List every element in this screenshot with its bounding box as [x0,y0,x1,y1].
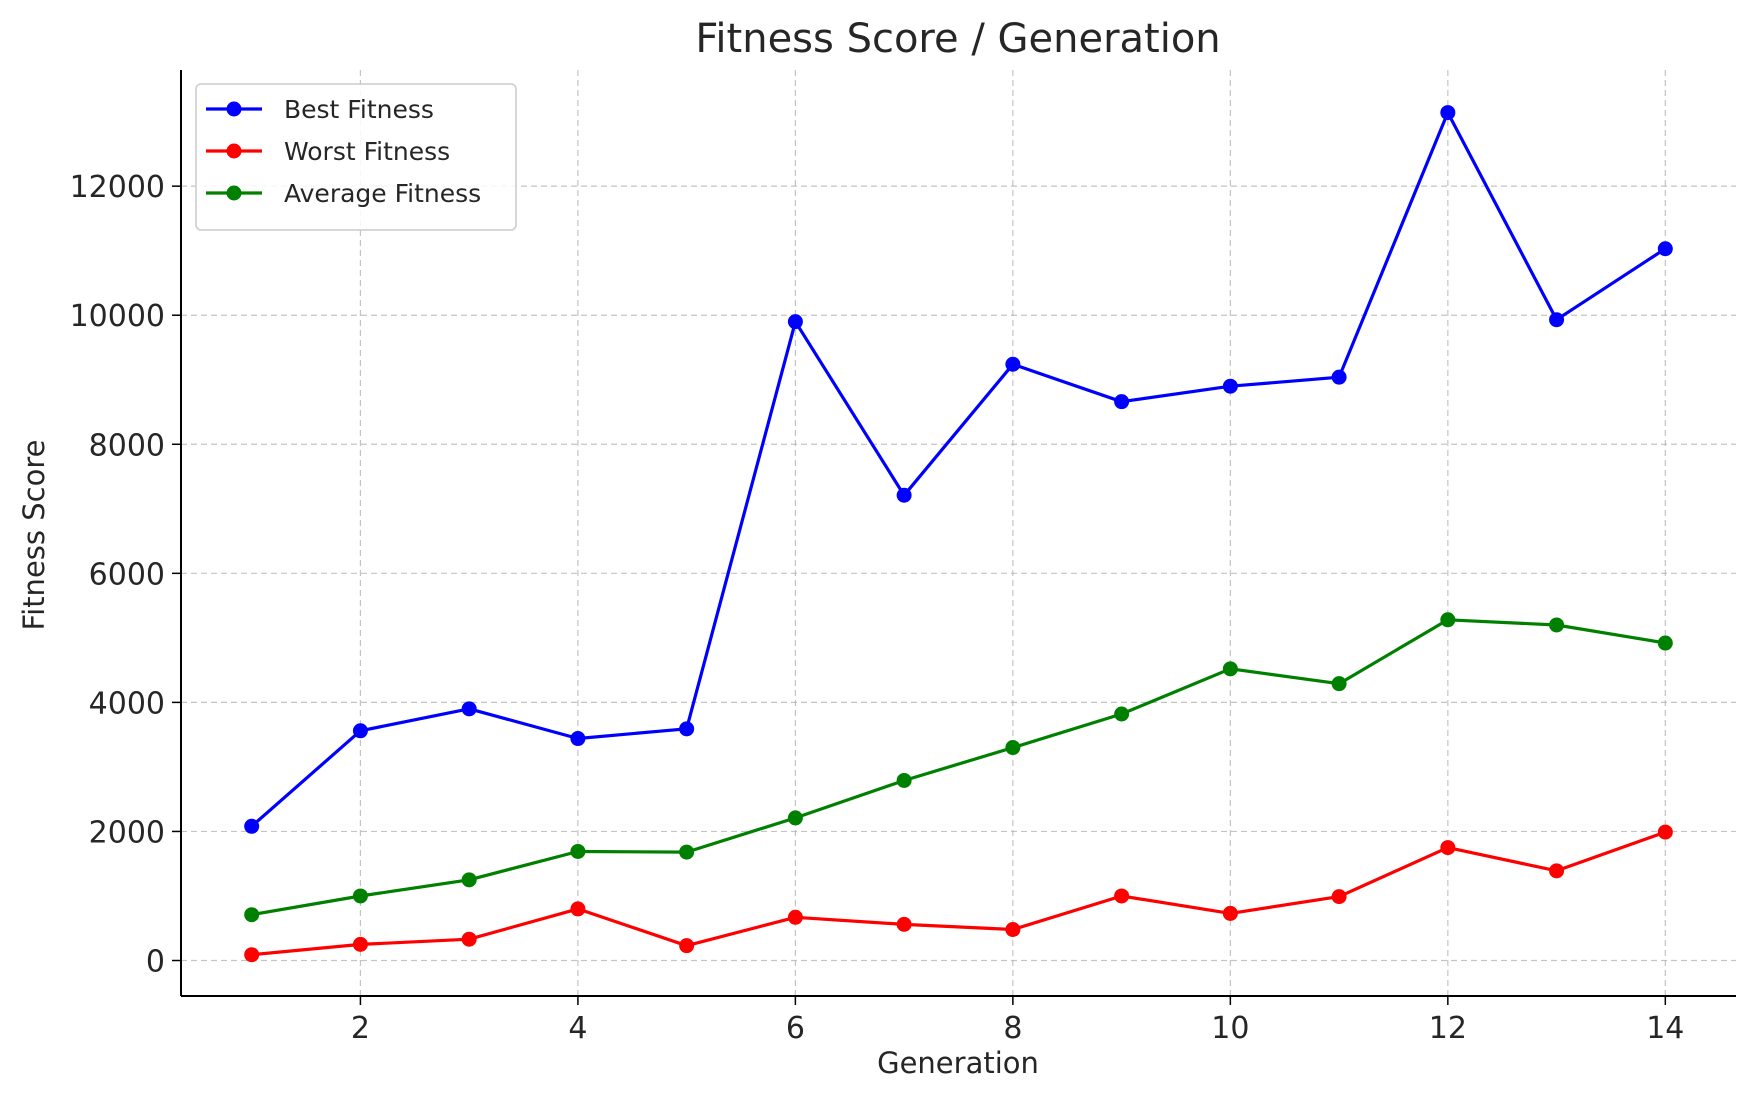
data-point-worst-fitness [1331,889,1347,905]
y-axis-label: Fitness Score [17,440,51,631]
data-point-average-fitness [679,844,695,860]
legend-marker-average-fitness [226,185,242,201]
data-point-worst-fitness [244,947,260,963]
data-point-average-fitness [1005,740,1021,756]
data-point-best-fitness [1331,369,1347,385]
data-point-best-fitness [461,701,477,717]
series-group [244,105,1673,963]
data-point-average-fitness [787,810,803,826]
data-point-average-fitness [1657,635,1673,651]
data-point-best-fitness [570,731,586,747]
grid-lines [181,70,1736,996]
data-point-average-fitness [1549,617,1565,633]
x-tick-label: 4 [568,1011,587,1046]
y-tick-label: 0 [146,945,165,980]
legend-marker-worst-fitness [226,143,242,159]
legend-box [195,83,517,231]
data-point-average-fitness [1440,612,1456,628]
data-point-worst-fitness [896,916,912,932]
series-line-average-fitness [251,618,1666,917]
y-axis-ticks: 0 2000 4000 6000 8000 10000 12000 [70,170,181,980]
x-tick-label: 6 [786,1011,805,1046]
data-point-best-fitness [1440,105,1456,121]
axes [180,70,1736,997]
legend-label-average-fitness: Average Fitness [284,179,481,208]
data-point-average-fitness [1222,661,1238,677]
data-point-best-fitness [787,314,803,330]
data-point-worst-fitness [1657,824,1673,840]
data-point-best-fitness [1549,312,1565,328]
data-point-best-fitness [679,721,695,737]
data-point-worst-fitness [1440,840,1456,856]
data-point-average-fitness [352,888,368,904]
data-point-worst-fitness [1222,905,1238,921]
legend-label-worst-fitness: Worst Fitness [284,137,450,166]
data-point-best-fitness [1222,378,1238,394]
chart-title: Fitness Score / Generation [695,16,1220,62]
x-tick-label: 14 [1646,1011,1684,1046]
data-point-best-fitness [1657,241,1673,257]
x-tick-label: 12 [1429,1011,1467,1046]
x-axis-ticks: 2 4 6 8 10 12 14 [351,996,1684,1046]
x-tick-label: 2 [351,1011,370,1046]
legend-label-best-fitness: Best Fitness [284,95,434,124]
x-axis-label: Generation [877,1046,1039,1080]
data-point-worst-fitness [1114,888,1130,904]
data-point-best-fitness [1005,356,1021,372]
data-point-best-fitness [352,723,368,739]
y-tick-label: 2000 [89,815,165,850]
y-tick-label: 12000 [70,170,165,205]
data-point-best-fitness [896,487,912,503]
x-tick-label: 8 [1003,1011,1022,1046]
legend-marker-best-fitness [226,101,242,117]
data-point-worst-fitness [1549,863,1565,879]
data-point-average-fitness [1331,676,1347,692]
data-point-best-fitness [244,818,260,834]
y-tick-label: 6000 [89,557,165,592]
data-point-worst-fitness [352,936,368,952]
data-point-worst-fitness [461,931,477,947]
x-tick-label: 10 [1211,1011,1249,1046]
data-point-best-fitness [1114,394,1130,410]
data-point-worst-fitness [679,938,695,954]
data-point-average-fitness [1114,706,1130,722]
y-tick-label: 10000 [70,299,165,334]
data-point-average-fitness [461,872,477,888]
data-point-worst-fitness [787,909,803,925]
data-point-average-fitness [244,907,260,923]
series-line-worst-fitness [251,830,1666,957]
data-point-worst-fitness [570,901,586,917]
y-tick-label: 8000 [89,428,165,463]
y-tick-label: 4000 [89,686,165,721]
legend: Best Fitness Worst Fitness Average Fitness [195,83,517,231]
series-line-best-fitness [250,110,1667,828]
data-point-average-fitness [896,772,912,788]
data-point-average-fitness [570,843,586,859]
data-point-worst-fitness [1005,922,1021,938]
